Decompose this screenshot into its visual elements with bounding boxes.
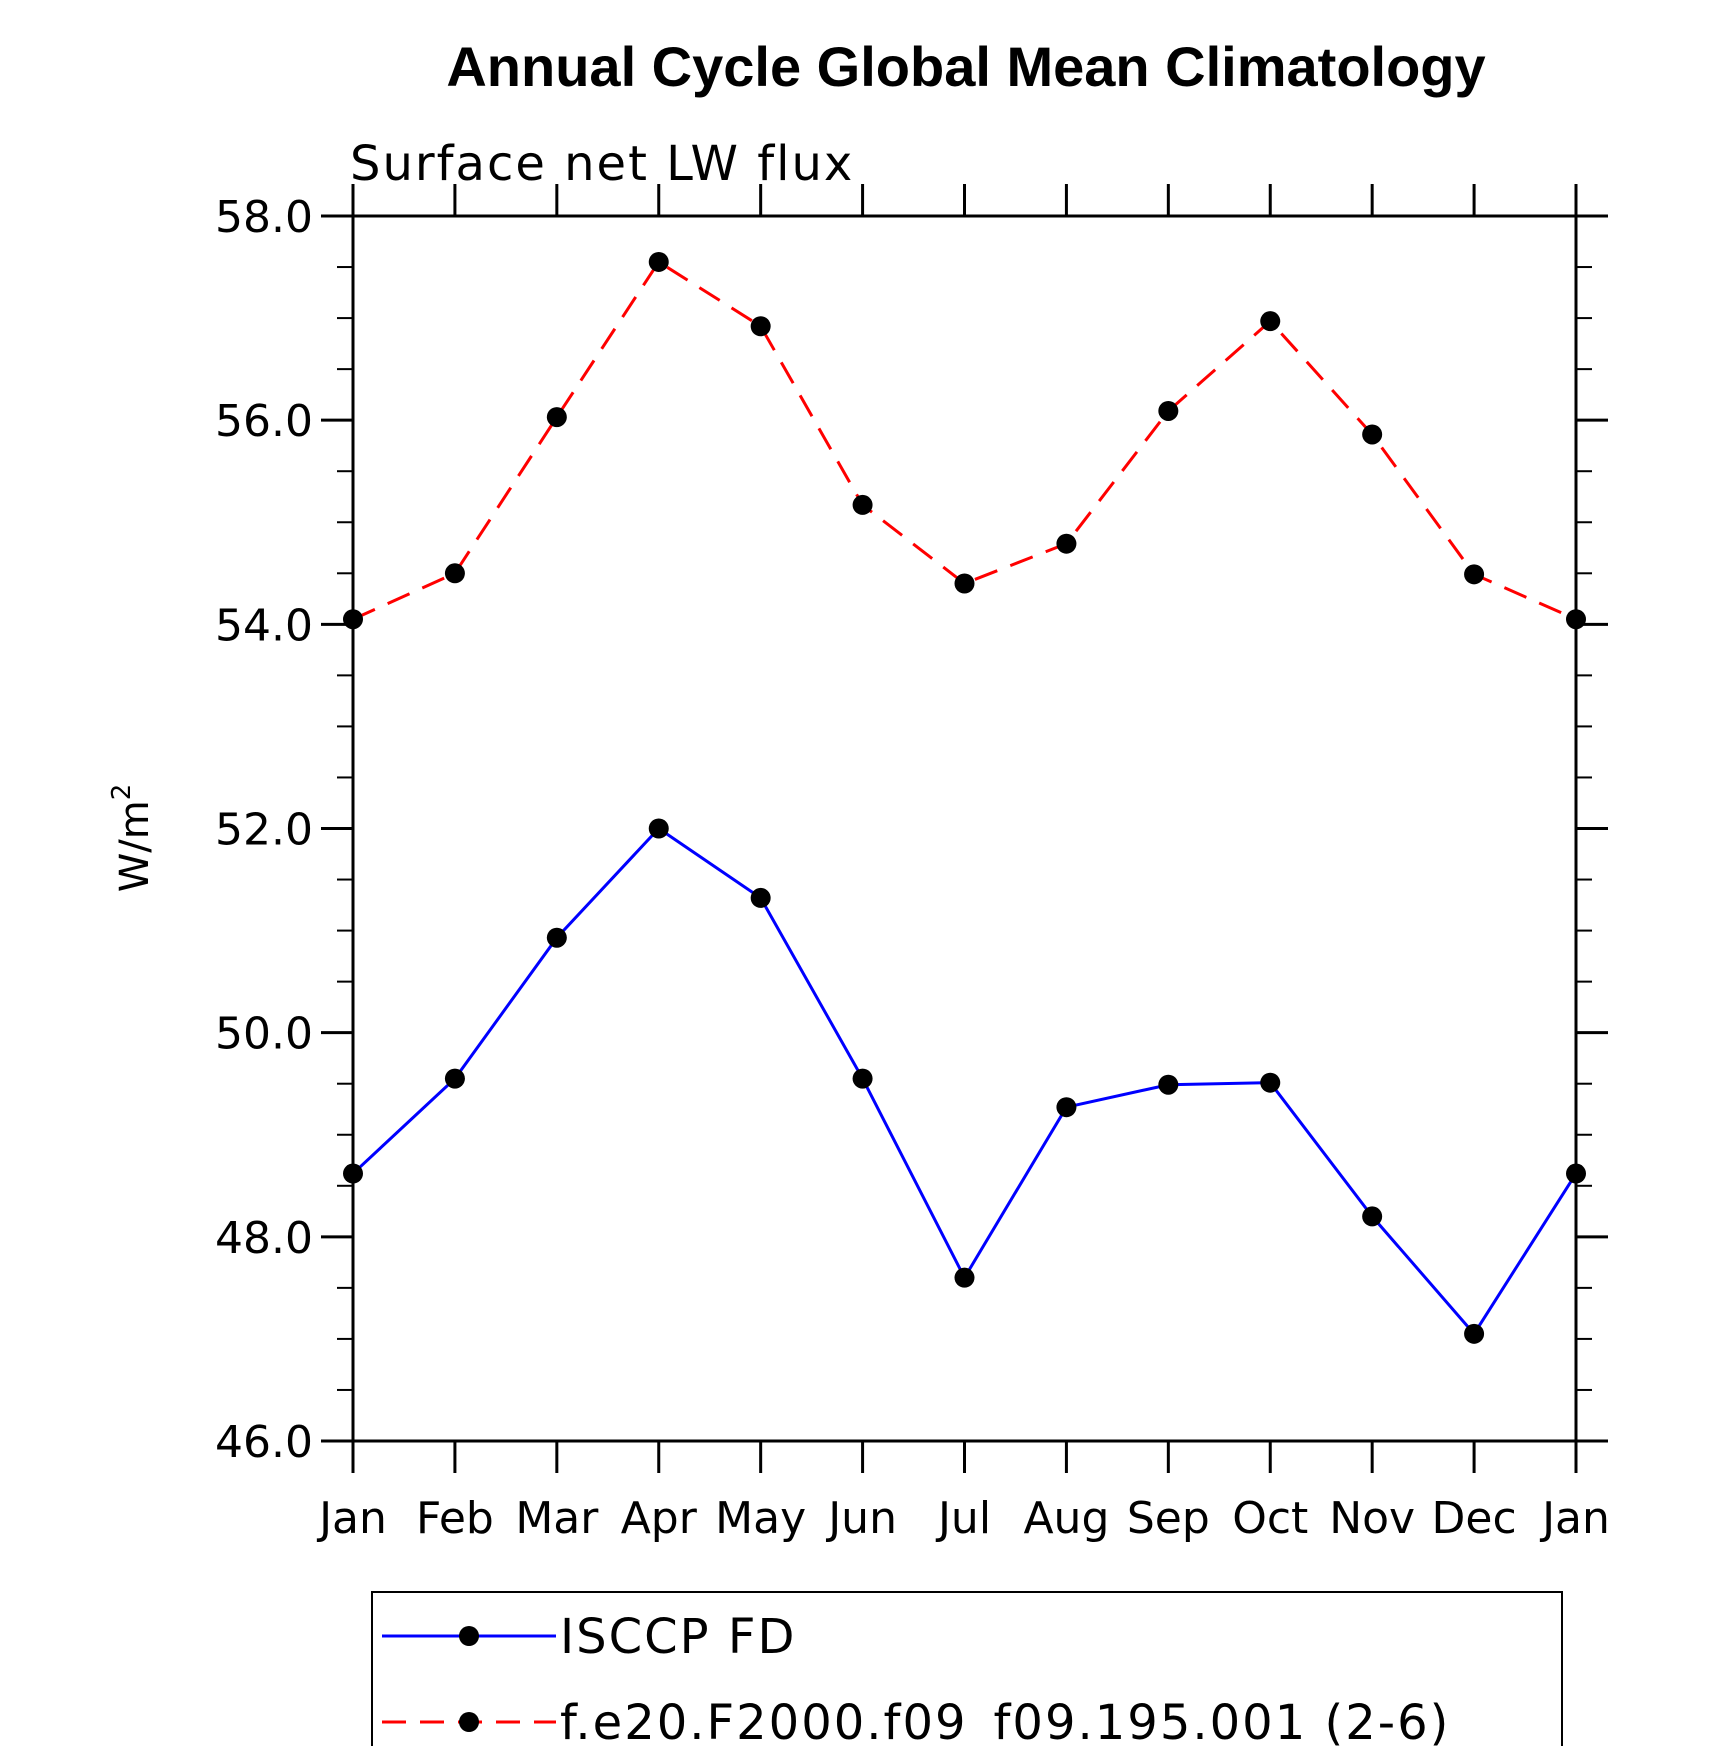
- x-tick-label: Jun: [825, 1493, 897, 1544]
- chart-subtitle: Surface net LW flux: [350, 136, 854, 192]
- series-line-0: [351, 826, 1578, 1337]
- data-point: [852, 494, 873, 515]
- legend-label-0: ISCCP FD: [560, 1609, 796, 1665]
- svg-text:W/m2: W/m2: [107, 784, 158, 893]
- x-tick-label: Dec: [1432, 1493, 1517, 1544]
- chart-title: Annual Cycle Global Mean Climatology: [446, 35, 1485, 98]
- legend-label-1: f.e20.F2000.f09_f09.195.001 (2-6): [560, 1695, 1450, 1746]
- x-tick-label: Jul: [935, 1493, 991, 1544]
- y-tick-label: 56.0: [215, 396, 313, 447]
- data-point: [648, 251, 669, 272]
- data-point: [1566, 609, 1586, 630]
- x-tick-label: Sep: [1127, 1493, 1210, 1544]
- data-point: [1362, 424, 1383, 445]
- plot-axes: 46.0 48.0 50.0 52.0 54.0 56.0 58.0 Jan Feb Mar Apr…: [215, 184, 1610, 1544]
- y-tick-label: 52.0: [215, 805, 313, 856]
- legend: ISCCP FD f.e20.F2000.f09_f09.195.001 (2-6…: [371, 1591, 1563, 1746]
- y-tick-label: 46.0: [215, 1417, 313, 1468]
- data-point: [546, 407, 567, 428]
- data-point: [1464, 1323, 1485, 1344]
- data-point: [1158, 1074, 1179, 1095]
- data-point: [750, 316, 771, 337]
- y-tick-label: 58.0: [215, 192, 313, 243]
- y-tick-label: 50.0: [215, 1009, 313, 1060]
- plot-frame: [351, 214, 1578, 1443]
- data-point: [444, 1068, 465, 1089]
- y-axis-label-text: W/m: [112, 800, 158, 892]
- data-point: [954, 1267, 975, 1288]
- data-point: [648, 818, 669, 839]
- x-tick-label: Jan: [1539, 1493, 1610, 1544]
- data-point: [343, 609, 363, 630]
- data-point: [750, 887, 771, 908]
- x-tick-label: Apr: [621, 1493, 698, 1544]
- data-point: [954, 573, 975, 594]
- markers-layer: [343, 251, 1586, 1344]
- data-point: [1464, 564, 1485, 585]
- x-tick-label: Aug: [1023, 1493, 1109, 1544]
- data-point: [546, 927, 567, 948]
- x-tick-label: Nov: [1329, 1493, 1415, 1544]
- y-tick-label: 48.0: [215, 1213, 313, 1264]
- y-axis-label: W/m2: [107, 784, 158, 893]
- data-point: [1056, 1097, 1077, 1118]
- y-axis-label-superscript: 2: [107, 784, 137, 801]
- data-point: [1260, 1072, 1281, 1093]
- x-tick-label: Feb: [416, 1493, 494, 1544]
- legend-box: [371, 1591, 1563, 1746]
- legend-marker-1: [459, 1712, 479, 1732]
- x-tick-label: Oct: [1232, 1493, 1308, 1544]
- x-tick-label: Jan: [316, 1493, 387, 1544]
- legend-marker-0: [459, 1626, 479, 1646]
- series-layer: [351, 259, 1578, 1337]
- data-point: [444, 563, 465, 584]
- series-line-1: [352, 259, 1577, 621]
- data-point: [852, 1068, 873, 1089]
- y-tick-label: 54.0: [215, 600, 313, 651]
- data-point: [1158, 400, 1179, 421]
- x-tick-label: Mar: [515, 1493, 599, 1544]
- data-point: [1056, 533, 1077, 554]
- data-point: [1260, 311, 1281, 332]
- data-point: [1362, 1206, 1383, 1227]
- data-point: [343, 1163, 363, 1184]
- x-tick-label: May: [715, 1493, 806, 1544]
- data-point: [1566, 1163, 1586, 1184]
